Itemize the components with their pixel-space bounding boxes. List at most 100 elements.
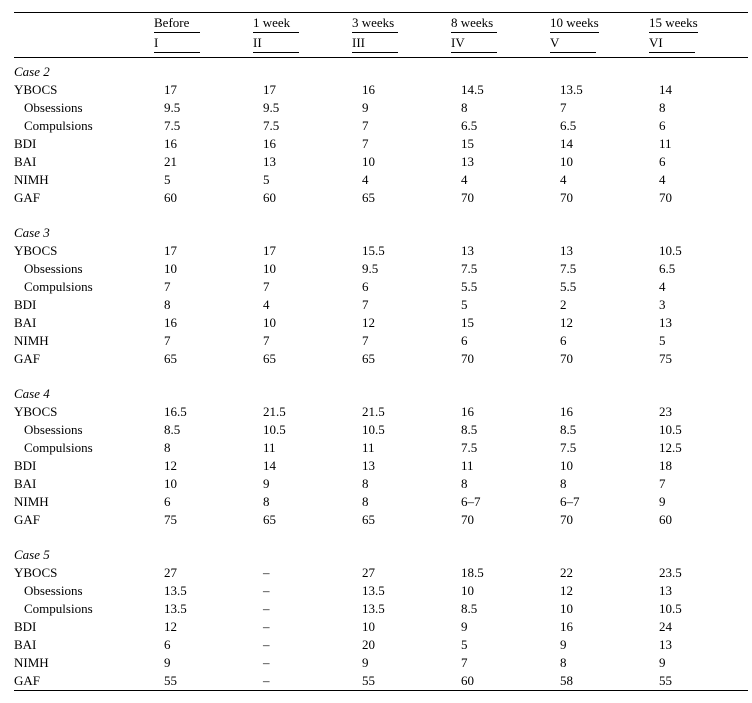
header-roman-4: V xyxy=(550,34,649,57)
cell: – xyxy=(253,636,352,654)
row-label: BDI xyxy=(14,618,154,636)
cell: 58 xyxy=(550,672,649,690)
header-period-2: 3 weeks xyxy=(352,13,451,35)
cell: 8 xyxy=(352,493,451,511)
cell: 55 xyxy=(154,672,253,690)
header-period-3: 8 weeks xyxy=(451,13,550,35)
cell: 8 xyxy=(649,99,748,117)
cell: 14.5 xyxy=(451,81,550,99)
cell: 10.5 xyxy=(649,242,748,260)
cell: 13 xyxy=(649,636,748,654)
cell: – xyxy=(253,600,352,618)
row-label: BAI xyxy=(14,636,154,654)
row-label: YBOCS xyxy=(14,242,154,260)
cell: 17 xyxy=(154,242,253,260)
cell: 8.5 xyxy=(451,600,550,618)
header-roman-1: II xyxy=(253,34,352,57)
cell: 16 xyxy=(154,314,253,332)
header-period-4: 10 weeks xyxy=(550,13,649,35)
cell: 65 xyxy=(253,350,352,368)
cell: 8 xyxy=(451,475,550,493)
cell: 16 xyxy=(451,403,550,421)
cell: 10.5 xyxy=(649,600,748,618)
cell: 6 xyxy=(154,493,253,511)
cell: 4 xyxy=(649,278,748,296)
cell: 7.5 xyxy=(253,117,352,135)
cell: 15 xyxy=(451,135,550,153)
cell: 7 xyxy=(253,332,352,350)
cell: 65 xyxy=(253,511,352,529)
row-label: GAF xyxy=(14,511,154,529)
cell: 16 xyxy=(550,618,649,636)
cell: 3 xyxy=(649,296,748,314)
cell: – xyxy=(253,672,352,690)
case-title: Case 2 xyxy=(14,58,748,82)
cell: 20 xyxy=(352,636,451,654)
cell: 7 xyxy=(352,296,451,314)
cell: 11 xyxy=(352,439,451,457)
cell: 75 xyxy=(154,511,253,529)
cell: 70 xyxy=(550,350,649,368)
row-label: YBOCS xyxy=(14,564,154,582)
cell: 13.5 xyxy=(154,582,253,600)
cell: 60 xyxy=(253,189,352,207)
row-label: GAF xyxy=(14,350,154,368)
cell: 7 xyxy=(352,117,451,135)
cell: 9.5 xyxy=(154,99,253,117)
cell: 2 xyxy=(550,296,649,314)
cell: 65 xyxy=(352,189,451,207)
cell: 4 xyxy=(253,296,352,314)
row-label: YBOCS xyxy=(14,81,154,99)
cell: – xyxy=(253,564,352,582)
case-title: Case 5 xyxy=(14,541,748,564)
cell: 27 xyxy=(352,564,451,582)
cell: 8 xyxy=(154,439,253,457)
cell: 7.5 xyxy=(451,439,550,457)
cell: 4 xyxy=(550,171,649,189)
cell: 12 xyxy=(352,314,451,332)
cell: 13 xyxy=(451,242,550,260)
cell: 16.5 xyxy=(154,403,253,421)
cell: 6 xyxy=(352,278,451,296)
cell: 10.5 xyxy=(253,421,352,439)
cell: 9 xyxy=(253,475,352,493)
cell: 10 xyxy=(451,582,550,600)
row-label: Obsessions xyxy=(14,99,154,117)
cell: 5.5 xyxy=(550,278,649,296)
cell: 7.5 xyxy=(451,260,550,278)
header-roman-5: VI xyxy=(649,34,748,57)
header-period-5: 15 weeks xyxy=(649,13,748,35)
row-label: BAI xyxy=(14,314,154,332)
cell: 14 xyxy=(550,135,649,153)
cell: 8 xyxy=(550,654,649,672)
row-label: YBOCS xyxy=(14,403,154,421)
cell: 12.5 xyxy=(649,439,748,457)
cell: 6.5 xyxy=(649,260,748,278)
cell: 10 xyxy=(253,260,352,278)
case-title: Case 3 xyxy=(14,219,748,242)
row-label: BAI xyxy=(14,475,154,493)
header-blank xyxy=(14,13,154,35)
cell: 23.5 xyxy=(649,564,748,582)
cell: 8 xyxy=(550,475,649,493)
cell: 9 xyxy=(550,636,649,654)
cell: 60 xyxy=(154,189,253,207)
header-blank-2 xyxy=(14,34,154,57)
header-period-0: Before xyxy=(154,13,253,35)
cell: 17 xyxy=(253,81,352,99)
cell: 13.5 xyxy=(352,582,451,600)
cell: 21.5 xyxy=(253,403,352,421)
cell: 10 xyxy=(550,600,649,618)
cell: 9.5 xyxy=(352,260,451,278)
cell: 5 xyxy=(649,332,748,350)
cell: 24 xyxy=(649,618,748,636)
cell: 7.5 xyxy=(154,117,253,135)
cell: 9 xyxy=(451,618,550,636)
cell: 70 xyxy=(550,511,649,529)
cell: 12 xyxy=(154,457,253,475)
header-roman-2: III xyxy=(352,34,451,57)
cell: 5 xyxy=(451,636,550,654)
cell: 9 xyxy=(352,99,451,117)
case-title: Case 4 xyxy=(14,380,748,403)
cell: 13 xyxy=(352,457,451,475)
